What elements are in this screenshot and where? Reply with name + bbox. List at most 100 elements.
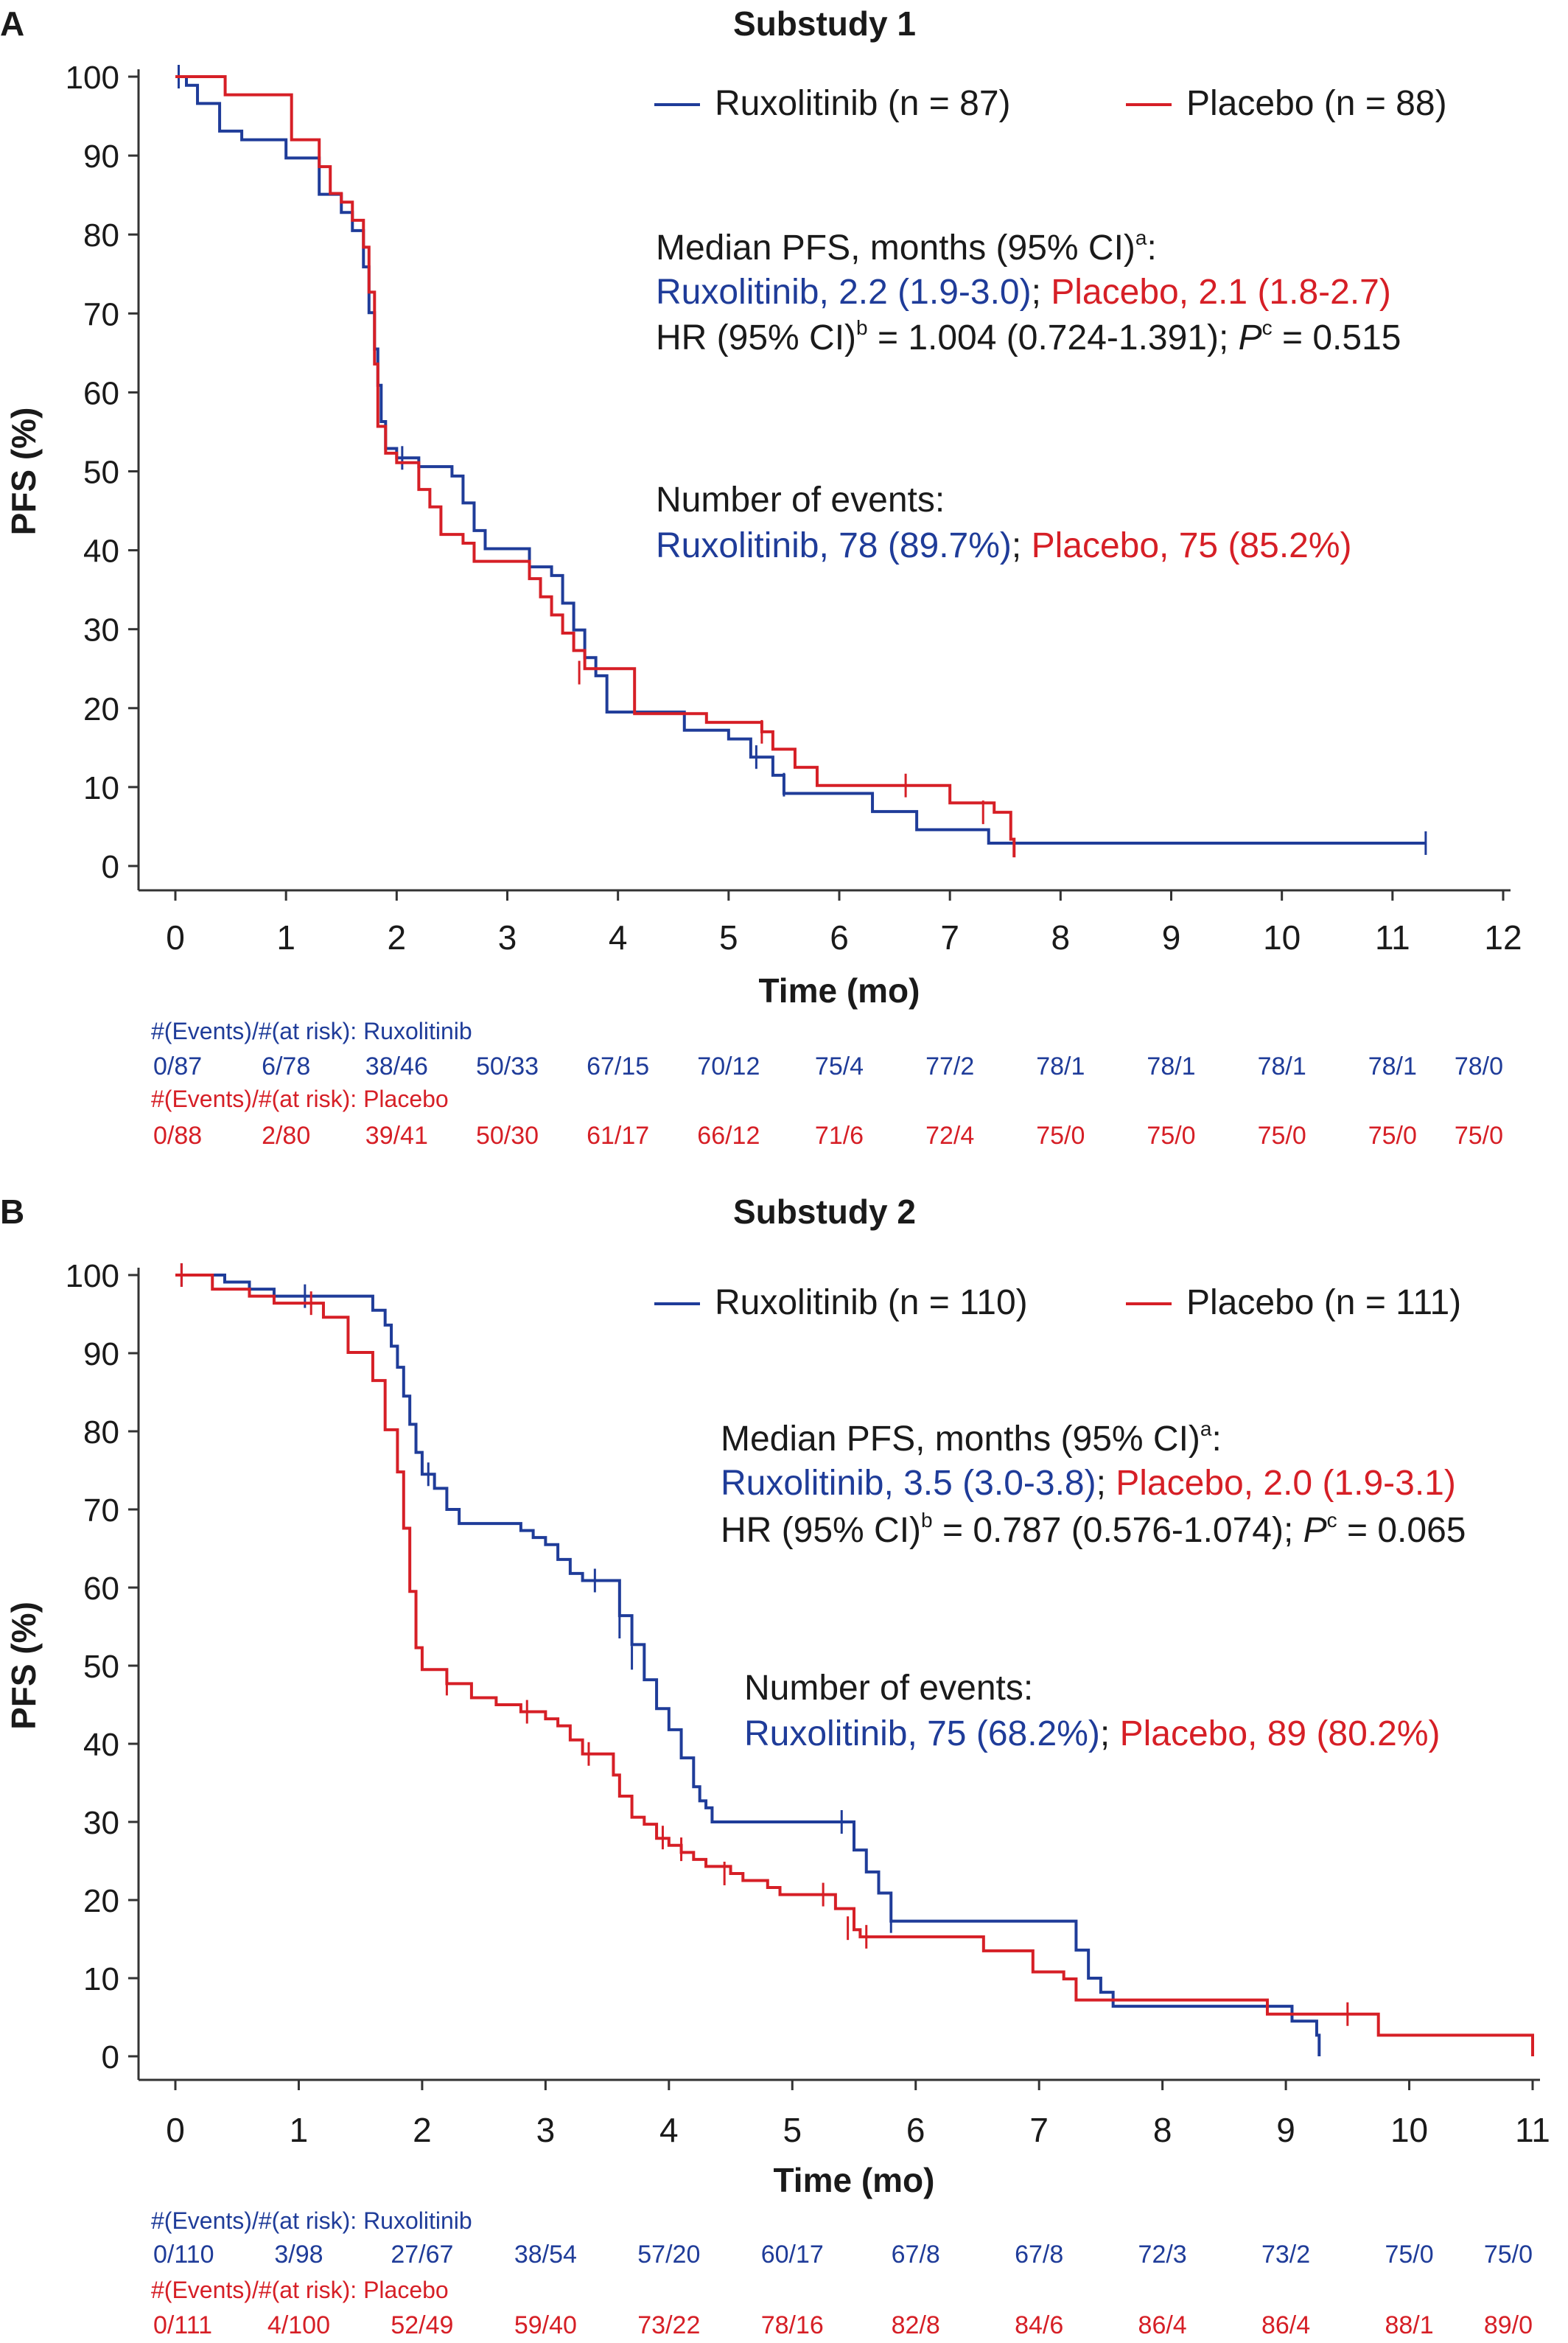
events-sep: ; xyxy=(1012,526,1032,565)
y-tick-label: 100 xyxy=(66,1258,119,1294)
risk-label-ruxolitinib: #(Events)/#(at risk): Ruxolitinib xyxy=(151,2207,472,2234)
risk-value-ruxolitinib: 78/1 xyxy=(1258,1052,1306,1080)
risk-value-ruxolitinib: 77/2 xyxy=(925,1052,974,1080)
ruxolitinib-km-line xyxy=(175,1274,1321,2056)
events-values: Ruxolitinib, 78 (89.7%); Placebo, 75 (85… xyxy=(656,526,1352,565)
median-sep: ; xyxy=(1096,1464,1116,1503)
chart-title: Substudy 1 xyxy=(733,4,916,43)
hazard-ratio: HR (95% CI)b = 1.004 (0.724-1.391); Pc =… xyxy=(656,316,1401,357)
x-tick-label: 9 xyxy=(1162,918,1181,957)
risk-value-ruxolitinib: 27/67 xyxy=(391,2241,453,2269)
hr-sup-1: b xyxy=(856,316,868,339)
risk-value-placebo: 61/17 xyxy=(587,1122,649,1150)
x-tick-label: 10 xyxy=(1390,2111,1428,2149)
risk-value-placebo: 82/8 xyxy=(892,2311,940,2339)
y-tick-label: 50 xyxy=(83,1649,119,1685)
y-tick-label: 60 xyxy=(83,1571,119,1607)
y-tick-label: 30 xyxy=(83,1805,119,1841)
hr-text-2: = 0.787 (0.576-1.074); xyxy=(933,1511,1303,1550)
median-title-sup: a xyxy=(1135,226,1147,249)
y-tick-label: 80 xyxy=(83,217,119,254)
median-pla: Placebo, 2.0 (1.9-3.1) xyxy=(1116,1464,1456,1503)
x-tick-label: 10 xyxy=(1263,918,1301,957)
risk-value-ruxolitinib: 67/8 xyxy=(1015,2241,1063,2269)
risk-value-ruxolitinib: 70/12 xyxy=(697,1052,760,1080)
risk-label-ruxolitinib: #(Events)/#(at risk): Ruxolitinib xyxy=(151,1018,472,1044)
risk-value-ruxolitinib: 75/0 xyxy=(1484,2241,1533,2269)
x-tick-label: 11 xyxy=(1375,918,1410,957)
hr-text-3: = 0.065 xyxy=(1337,1511,1466,1550)
hr-p: P xyxy=(1303,1511,1327,1550)
legend-label-ruxolitinib: Ruxolitinib (n = 87) xyxy=(715,84,1011,123)
y-tick-label: 30 xyxy=(83,612,119,649)
median-pla: Placebo, 2.1 (1.8-2.7) xyxy=(1051,273,1391,312)
hr-sup-2: c xyxy=(1327,1509,1337,1532)
risk-value-placebo: 4/100 xyxy=(267,2311,330,2339)
x-tick-label: 3 xyxy=(536,2111,556,2149)
x-tick-label: 6 xyxy=(830,918,849,957)
median-sep: ; xyxy=(1032,273,1051,312)
hr-p: P xyxy=(1239,318,1262,357)
risk-value-ruxolitinib: 67/15 xyxy=(587,1052,649,1080)
risk-value-ruxolitinib: 0/87 xyxy=(153,1052,202,1080)
x-tick-label: 7 xyxy=(1029,2111,1049,2149)
legend-label-ruxolitinib: Ruxolitinib (n = 110) xyxy=(715,1283,1028,1322)
risk-value-ruxolitinib: 78/1 xyxy=(1368,1052,1417,1080)
events-pla: Placebo, 75 (85.2%) xyxy=(1032,526,1352,565)
median-title-sup: a xyxy=(1200,1417,1212,1440)
median-rux: Ruxolitinib, 3.5 (3.0-3.8) xyxy=(721,1464,1096,1503)
risk-value-ruxolitinib: 3/98 xyxy=(274,2241,323,2269)
x-tick-label: 9 xyxy=(1276,2111,1295,2149)
risk-value-placebo: 71/6 xyxy=(815,1122,864,1150)
median-title-end: : xyxy=(1147,228,1156,268)
risk-value-placebo: 2/80 xyxy=(262,1122,310,1150)
risk-label-placebo: #(Events)/#(at risk): Placebo xyxy=(151,2277,449,2303)
y-tick-label: 10 xyxy=(83,770,119,806)
median-rux: Ruxolitinib, 2.2 (1.9-3.0) xyxy=(656,273,1032,312)
risk-value-ruxolitinib: 72/3 xyxy=(1138,2241,1187,2269)
median-title-text: Median PFS, months (95% CI) xyxy=(721,1420,1200,1459)
y-tick-label: 60 xyxy=(83,375,119,411)
y-tick-label: 90 xyxy=(83,1336,119,1372)
placebo-km-line xyxy=(175,1274,1534,2056)
x-tick-label: 7 xyxy=(940,918,959,957)
events-title: Number of events: xyxy=(656,481,945,520)
risk-value-placebo: 73/22 xyxy=(637,2311,700,2339)
placebo-km-line xyxy=(175,75,1016,858)
y-tick-label: 20 xyxy=(83,1883,119,1919)
risk-value-placebo: 89/0 xyxy=(1484,2311,1533,2339)
hr-sup-2: c xyxy=(1262,316,1273,339)
events-rux: Ruxolitinib, 75 (68.2%) xyxy=(744,1714,1100,1753)
risk-value-ruxolitinib: 0/110 xyxy=(153,2241,214,2269)
median-pfs-title: Median PFS, months (95% CI)a: xyxy=(721,1417,1222,1459)
panel-label: B xyxy=(0,1193,24,1231)
y-tick-label: 90 xyxy=(83,139,119,175)
y-axis-label: PFS (%) xyxy=(4,1602,43,1730)
median-title-end: : xyxy=(1211,1420,1221,1459)
risk-value-ruxolitinib: 50/33 xyxy=(476,1052,539,1080)
hr-text-1: HR (95% CI) xyxy=(656,318,856,357)
risk-value-placebo: 75/0 xyxy=(1258,1122,1306,1150)
y-tick-label: 40 xyxy=(83,1727,119,1763)
hr-sup-1: b xyxy=(921,1509,933,1532)
ruxolitinib-km-line xyxy=(175,75,1426,845)
risk-value-ruxolitinib: 75/4 xyxy=(815,1052,864,1080)
hr-text-1: HR (95% CI) xyxy=(721,1511,921,1550)
panel-label: A xyxy=(0,4,24,43)
risk-value-ruxolitinib: 78/1 xyxy=(1147,1052,1195,1080)
risk-value-placebo: 75/0 xyxy=(1036,1122,1085,1150)
x-tick-label: 6 xyxy=(906,2111,925,2149)
risk-value-ruxolitinib: 38/46 xyxy=(365,1052,428,1080)
risk-value-ruxolitinib: 57/20 xyxy=(637,2241,700,2269)
risk-value-placebo: 84/6 xyxy=(1015,2311,1063,2339)
x-tick-label: 1 xyxy=(276,918,295,957)
y-tick-label: 40 xyxy=(83,534,119,570)
x-tick-label: 11 xyxy=(1515,2111,1550,2149)
y-tick-label: 10 xyxy=(83,1961,119,1997)
risk-value-ruxolitinib: 75/0 xyxy=(1385,2241,1433,2269)
legend-label-placebo: Placebo (n = 88) xyxy=(1186,84,1447,123)
y-tick-label: 70 xyxy=(83,296,119,332)
median-pfs-values: Ruxolitinib, 3.5 (3.0-3.8); Placebo, 2.0… xyxy=(721,1464,1456,1503)
